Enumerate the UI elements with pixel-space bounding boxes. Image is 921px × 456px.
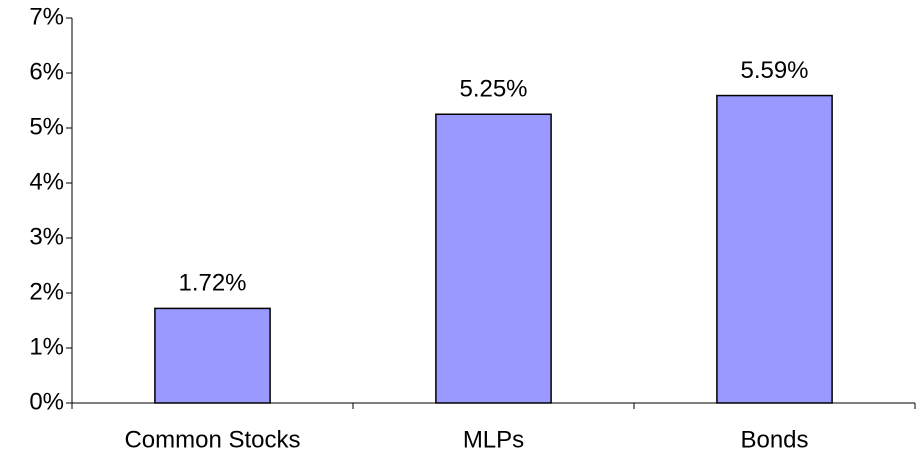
y-tick-label: 4%: [29, 168, 64, 195]
x-tick-label: MLPs: [463, 426, 524, 453]
y-tick-label: 5%: [29, 113, 64, 140]
x-tick-label: Common Stocks: [124, 426, 300, 453]
y-tick-label: 1%: [29, 333, 64, 360]
x-tick-label: Bonds: [740, 426, 808, 453]
y-tick-label: 6%: [29, 58, 64, 85]
y-tick-label: 7%: [29, 3, 64, 30]
data-label: 5.59%: [740, 57, 808, 84]
data-label: 1.72%: [178, 270, 246, 297]
data-label: 5.25%: [459, 76, 527, 103]
y-tick-label: 0%: [29, 388, 64, 415]
bar: [154, 307, 271, 404]
y-tick-label: 3%: [29, 223, 64, 250]
bar: [435, 113, 552, 404]
y-tick-label: 2%: [29, 278, 64, 305]
bar: [716, 94, 833, 404]
